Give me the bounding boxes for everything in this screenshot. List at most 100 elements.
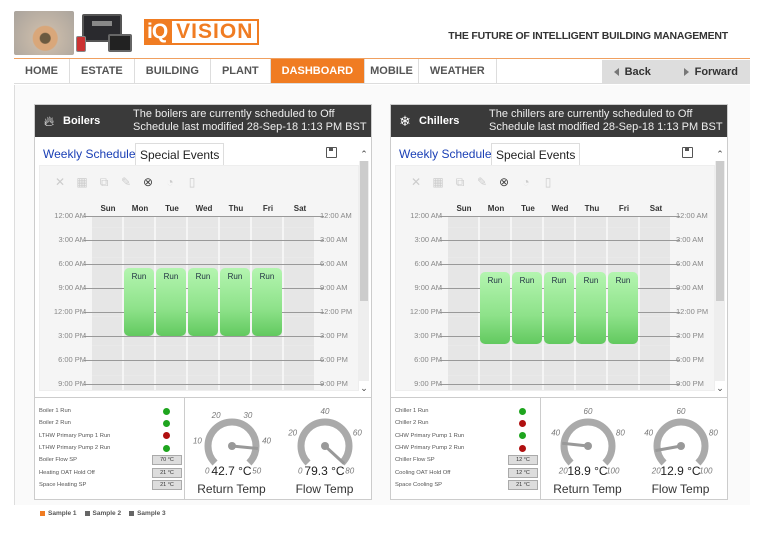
day-column-sun[interactable] (92, 216, 122, 390)
status-red-dot-icon (163, 432, 170, 440)
setpoint-value-button[interactable]: 12 °C (508, 455, 538, 466)
hour-line (440, 384, 680, 385)
scroll-up-icon[interactable]: ⌃ (360, 149, 368, 159)
gauge-value: 79.3 °C (304, 464, 345, 478)
status-label: LTHW Primary Pump 2 Run (39, 445, 111, 452)
day-column-sun[interactable] (448, 216, 478, 390)
setpoint-value-button[interactable]: 21 °C (152, 479, 182, 490)
gauge-value: 12.9 °C (660, 464, 701, 478)
back-label: Back (624, 66, 651, 78)
time-label-right: 9:00 PM (676, 379, 704, 388)
time-label-right: 9:00 AM (676, 283, 704, 292)
time-label-left: 9:00 AM (58, 283, 86, 292)
day-column-sat[interactable] (284, 216, 314, 390)
svg-text:0: 0 (205, 467, 210, 474)
schedule-scrollbar[interactable]: ⌃ ⌄ (359, 147, 369, 395)
time-label-right: 12:00 PM (320, 307, 353, 316)
forward-label: Forward (694, 66, 738, 78)
tab-special-events[interactable]: Special Events (491, 143, 581, 165)
status-label: Boiler 2 Run (39, 420, 71, 427)
boilers-last-modified: Schedule last modified 28-Sep-18 1:13 PM… (133, 121, 367, 133)
save-icon[interactable] (682, 147, 693, 158)
tab-special-events[interactable]: Special Events (135, 143, 225, 165)
legend-item[interactable]: Sample 3 (129, 510, 166, 517)
time-label-right: 3:00 PM (320, 331, 348, 340)
toggle-icon: ◔ (522, 175, 530, 189)
status-label: LTHW Primary Pump 1 Run (39, 432, 111, 439)
run-block-mon[interactable]: Run (480, 272, 510, 344)
run-block-fri[interactable]: Run (608, 272, 638, 344)
scroll-thumb[interactable] (360, 161, 368, 301)
run-block-wed[interactable]: Run (188, 268, 218, 336)
nav-plant[interactable]: PLANT (211, 59, 271, 83)
chillers-weekly-schedule[interactable]: ✕ ▦ ⧉ ✎ ⊗ ◔ ▯ Sun Mon Tue Wed Thu Fri Sat 12:00 AM 12… (395, 165, 715, 391)
tab-weekly-schedule[interactable]: Weekly Schedule (43, 147, 136, 161)
day-headers: Sun Mon Tue Wed Thu Fri Sat (92, 204, 316, 213)
gauge-return-temp: 20 40 60 80 100 18.9 °C Return Temp (543, 404, 633, 500)
schedule-grid[interactable]: 12:00 AM 12:00 AM 3:00 AM 3:00 AM 6:00 AM 6:0… (54, 211, 352, 390)
setpoint-value-button[interactable]: 12 °C (508, 467, 538, 478)
back-button[interactable]: Back (602, 60, 672, 84)
setpoint-value-button[interactable]: 21 °C (152, 467, 182, 478)
scroll-down-icon[interactable]: ⌄ (360, 383, 368, 393)
scroll-up-icon[interactable]: ⌃ (716, 149, 724, 159)
chillers-title-bar: ❄︎ Chillers The chillers are currently s… (391, 105, 727, 137)
day-header-wed: Wed (551, 204, 569, 213)
edit-icon: ✎ (120, 175, 132, 189)
setpoint-value-button[interactable]: 70 °C (152, 455, 182, 466)
status-row: Space Cooling SP 21 °C (395, 479, 540, 491)
setpoint-value-button[interactable]: 21 °C (508, 479, 538, 490)
day-header-thu: Thu (228, 204, 244, 213)
schedule-scrollbar[interactable]: ⌃ ⌄ (715, 147, 725, 395)
nav-estate[interactable]: ESTATE (70, 59, 135, 83)
nav-dashboard[interactable]: DASHBOARD (270, 59, 366, 83)
day-column-sat[interactable] (640, 216, 670, 390)
hour-line (84, 216, 324, 217)
scroll-down-icon[interactable]: ⌄ (716, 383, 724, 393)
run-block-wed[interactable]: Run (544, 272, 574, 344)
nav-mobile[interactable]: MOBILE (365, 59, 419, 83)
tab-weekly-schedule[interactable]: Weekly Schedule (399, 147, 492, 161)
forward-button[interactable]: Forward (672, 60, 750, 84)
run-block-mon[interactable]: Run (124, 268, 154, 336)
run-block-tue[interactable]: Run (156, 268, 186, 336)
time-label-left: 3:00 PM (58, 331, 86, 340)
boilers-panel: 🔥︎ Boilers The boilers are currently sch… (34, 104, 372, 500)
time-label-right: 6:00 AM (676, 259, 704, 268)
back-arrow-icon (613, 68, 619, 76)
legend-item[interactable]: Sample 1 (40, 510, 77, 517)
clear-icon[interactable]: ⊗ (498, 175, 510, 189)
schedule-grid[interactable]: 12:00 AM 12:00 AM 3:00 AM 3:00 AM 6:00 AM 6:0… (410, 211, 708, 390)
delete-icon: ✕ (54, 175, 66, 189)
chillers-status-list: Chiller 1 Run Chiller 2 Run CHW Primary Pu… (391, 398, 541, 500)
table-icon: ▦ (432, 175, 444, 189)
hour-line (440, 360, 680, 361)
status-row: Boiler Flow SP 70 °C (39, 454, 184, 466)
gauge-value: 18.9 °C (567, 464, 608, 478)
run-block-thu[interactable]: Run (220, 268, 250, 336)
nav-building[interactable]: BUILDING (135, 59, 211, 83)
scroll-thumb[interactable] (716, 161, 724, 301)
day-header-mon: Mon (487, 204, 505, 213)
svg-text:80: 80 (708, 429, 717, 438)
run-block-tue[interactable]: Run (512, 272, 542, 344)
clear-icon[interactable]: ⊗ (142, 175, 154, 189)
nav-home[interactable]: HOME (14, 59, 70, 83)
hour-line (440, 240, 680, 241)
time-label-right: 9:00 PM (320, 379, 348, 388)
iq-vision-logo[interactable]: iQ VISION (144, 19, 260, 45)
time-label-left: 6:00 PM (414, 355, 442, 364)
save-icon[interactable] (326, 147, 337, 158)
status-green-dot-icon (163, 444, 170, 452)
time-label-right: 3:00 AM (320, 235, 348, 244)
day-header-sun: Sun (456, 204, 472, 213)
legend-item[interactable]: Sample 2 (84, 510, 121, 517)
hour-line (440, 216, 680, 217)
boilers-weekly-schedule[interactable]: ✕ ▦ ⧉ ✎ ⊗ ◔ ▯ Sun Mon Tue Wed Thu Fri Sat 12:00 AM 12… (39, 165, 359, 391)
nav-weather[interactable]: WEATHER (419, 59, 497, 83)
time-label-left: 6:00 PM (58, 355, 86, 364)
header: iQ VISION THE FUTURE OF INTELLIGENT BUIL… (0, 0, 764, 58)
run-block-thu[interactable]: Run (576, 272, 606, 344)
boilers-status-list: Boiler 1 Run Boiler 2 Run LTHW Primary Pum… (35, 398, 185, 500)
run-block-fri[interactable]: Run (252, 268, 282, 336)
